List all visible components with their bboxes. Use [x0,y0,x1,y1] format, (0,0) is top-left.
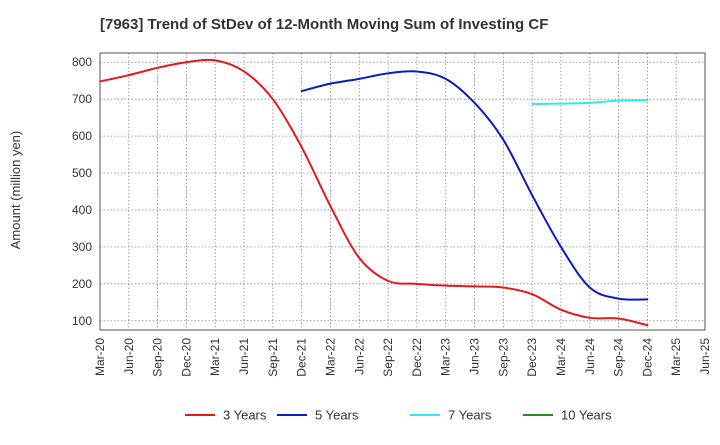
y-tick-label: 300 [72,240,92,254]
x-tick-label: Jun-21 [237,338,251,375]
x-tick-label: Mar-22 [323,338,337,376]
x-tick-label: Sep-20 [151,338,165,377]
legend-label-3-years: 3 Years [223,408,267,423]
y-tick-label: 600 [72,129,92,143]
legend: 3 Years 5 Years 7 Years 10 Years [185,408,612,423]
x-tick-label: Jun-22 [352,338,366,375]
y-tick-label: 200 [72,277,92,291]
x-tick-label: Mar-21 [208,338,222,376]
x-tick-label: Mar-25 [669,338,683,376]
series-lines [99,58,649,327]
y-tick-label: 100 [72,314,92,328]
y-tick-label: 500 [72,166,92,180]
y-axis-label: Amount (million yen) [8,131,23,250]
y-tick-label: 400 [72,203,92,217]
x-tick-label: Mar-24 [554,338,568,376]
series-line-5-years [300,70,649,301]
legend-label-10-years: 10 Years [561,408,612,423]
grid-lines [100,53,705,330]
x-tick-label: Mar-20 [93,338,107,376]
x-tick-label: Dec-24 [640,338,654,377]
x-tick-label: Jun-25 [698,338,712,375]
x-tick-label: Dec-23 [525,338,539,377]
axes: 100 200 300 400 500 600 700 800 Mar-20 Jun-20 Sep-… [72,52,712,377]
legend-label-7-years: 7 Years [448,408,492,423]
x-tick-label: Sep-23 [496,338,510,377]
series-line-3-years [99,58,649,327]
x-tick-label: Sep-22 [381,338,395,377]
x-tick-label: Jun-24 [583,338,597,375]
x-tick-label: Dec-20 [179,338,193,377]
chart-title: [7963] Trend of StDev of 12-Month Moving… [100,16,548,33]
series-line-7-years [531,99,649,105]
x-tick-label: Jun-23 [468,338,482,375]
legend-label-5-years: 5 Years [315,408,359,423]
x-tick-label: Dec-22 [410,338,424,377]
x-tick-label: Dec-21 [295,338,309,377]
x-tick-label: Mar-23 [439,338,453,376]
y-tick-label: 800 [72,55,92,69]
plot-area [100,53,705,330]
x-tick-label: Sep-21 [266,338,280,377]
x-tick-label: Sep-24 [612,338,626,377]
x-tick-label: Jun-20 [122,338,136,375]
y-tick-label: 700 [72,92,92,106]
plot-frame [99,52,706,331]
